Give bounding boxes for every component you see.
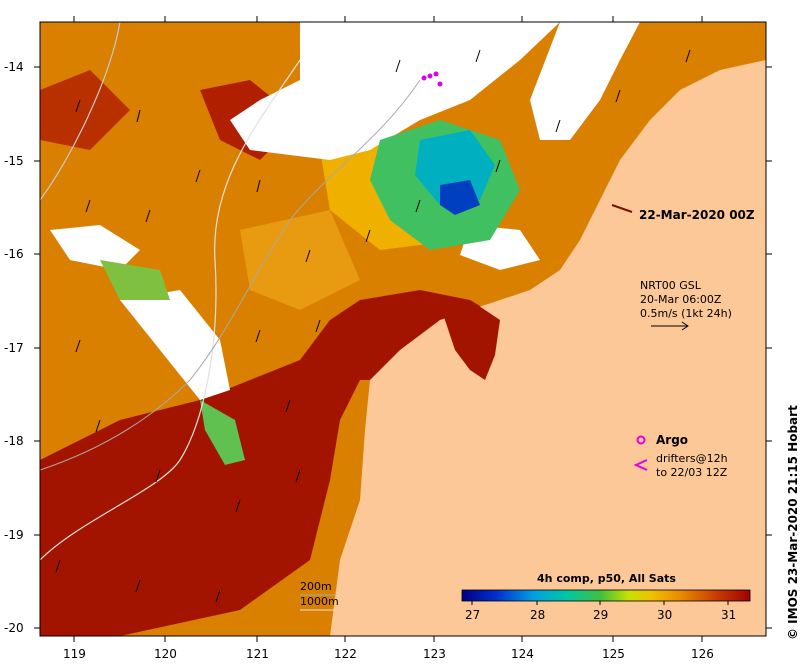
drifters-label-line1: drifters@12h xyxy=(656,452,728,465)
colorbar-tick-label: 31 xyxy=(721,608,736,622)
mid-sst-patch xyxy=(240,210,360,310)
bathy-1000-label: 1000m xyxy=(300,595,339,608)
lon-tick-label: 119 xyxy=(63,647,86,661)
colorbar-ramp xyxy=(461,589,751,602)
colorbar-tick-label: 27 xyxy=(465,608,480,622)
cloud-mask-2 xyxy=(530,22,640,140)
map-frame xyxy=(39,21,767,637)
imos-credit: © IMOS 23-Mar-2020 21:15 Hobart xyxy=(786,405,800,640)
lat-tick-label: -17 xyxy=(4,341,24,355)
land-mass xyxy=(330,22,766,636)
argo-floats xyxy=(421,71,443,87)
bathy-200-label: 200m xyxy=(300,580,332,593)
timestamp-label: 22-Mar-2020 00Z xyxy=(639,208,755,222)
lon-tick-label: 124 xyxy=(511,647,534,661)
bathy-contour-3 xyxy=(40,79,421,471)
lon-tick-label: 123 xyxy=(423,647,446,661)
map-panel xyxy=(40,22,766,636)
current-scale-label: 0.5m/s (1kt 24h) xyxy=(640,307,732,320)
cool-sst-patch-3 xyxy=(200,400,245,465)
lat-tick-label: -15 xyxy=(4,154,24,168)
drifters-label-line2: to 22/03 12Z xyxy=(656,466,728,479)
lon-tick-label: 120 xyxy=(154,647,177,661)
bathy-200m-contour xyxy=(40,22,121,201)
cool-sst-patch-2 xyxy=(100,260,170,300)
colorbar-tick-label: 29 xyxy=(593,608,608,622)
lon-tick-label: 121 xyxy=(246,647,269,661)
inlet-warm-water xyxy=(440,300,500,380)
colorbar-title: 4h comp, p50, All Sats xyxy=(537,572,676,585)
warm-patch-2 xyxy=(40,70,130,150)
current-vectors xyxy=(55,49,691,603)
lat-ticks xyxy=(34,66,772,629)
argo-legend-symbol xyxy=(636,435,646,445)
drifter-legend-symbol xyxy=(633,459,648,471)
timestamp-marker xyxy=(611,204,633,213)
lat-tick-label: -20 xyxy=(4,621,24,635)
current-product-label: NRT00 GSL xyxy=(640,279,702,292)
lat-tick-label: -19 xyxy=(4,528,24,542)
lon-tick-label: 126 xyxy=(691,647,714,661)
lat-tick-label: -14 xyxy=(4,60,24,74)
colorbar-tick-label: 30 xyxy=(657,608,672,622)
lon-tick-label: 125 xyxy=(602,647,625,661)
colorbar-ticks xyxy=(471,601,729,605)
cool-sst-core xyxy=(415,130,495,205)
cloud-mask-4 xyxy=(50,225,140,270)
lat-tick-label: -16 xyxy=(4,247,24,261)
lon-tick-label: 122 xyxy=(334,647,357,661)
current-scale-arrowhead xyxy=(681,321,689,331)
lat-tick-label: -18 xyxy=(4,434,24,448)
cloud-mask-3 xyxy=(120,290,230,400)
bathy-1000m-contour xyxy=(40,59,301,561)
colorbar-tick-label: 28 xyxy=(530,608,545,622)
cold-sst-core xyxy=(440,180,480,215)
argo-label: Argo xyxy=(656,433,688,447)
lon-ticks xyxy=(73,16,703,642)
colorbar xyxy=(458,588,751,605)
current-time-label: 20-Mar 06:00Z xyxy=(640,293,722,306)
